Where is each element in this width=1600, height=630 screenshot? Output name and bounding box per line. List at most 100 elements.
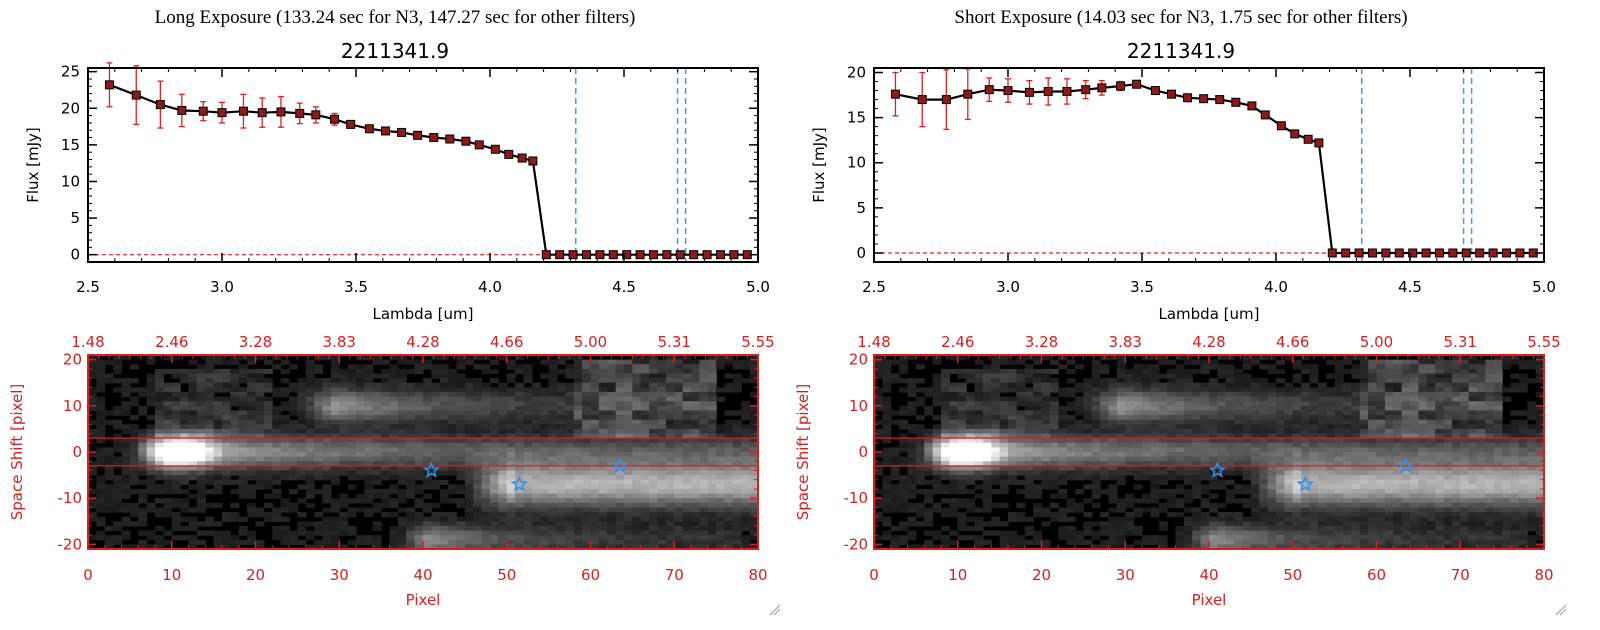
image-cell — [1167, 493, 1177, 499]
image-cell — [974, 378, 984, 384]
data-point — [1024, 87, 1034, 97]
image-cell — [1033, 502, 1043, 509]
image-cell — [129, 424, 139, 430]
image-cell — [657, 484, 667, 490]
image-cell — [941, 373, 950, 379]
image-cell — [481, 456, 491, 462]
image-cell — [272, 415, 282, 421]
image-cell — [263, 475, 273, 481]
image-cell — [1217, 424, 1227, 430]
image-cell — [573, 516, 583, 522]
image-cell — [598, 415, 608, 421]
image-cell — [1234, 512, 1244, 518]
image-cell — [1209, 516, 1218, 522]
image-cell — [1175, 428, 1185, 435]
image-cell — [682, 387, 692, 393]
image-cell — [615, 405, 625, 412]
image-cell — [565, 415, 575, 421]
image-cell — [707, 391, 717, 398]
image-cell — [882, 405, 892, 412]
image-cell — [582, 530, 592, 536]
image-cell — [255, 512, 265, 518]
image-cell — [557, 507, 566, 513]
image-cell — [716, 364, 726, 370]
image-cell — [699, 512, 709, 518]
image-cell — [146, 470, 156, 476]
image-cell — [615, 382, 625, 388]
image-cell — [540, 401, 550, 407]
x-tick-label: 3.0 — [996, 278, 1020, 296]
image-cell — [941, 405, 950, 412]
image-cell — [1008, 368, 1017, 375]
image-cell — [113, 378, 123, 384]
image-cell — [397, 387, 407, 393]
image-cell — [674, 465, 684, 472]
image-cell — [632, 535, 642, 541]
image-cell — [1142, 391, 1151, 398]
image-cell — [966, 456, 976, 462]
image-cell — [414, 465, 424, 472]
image-cell — [406, 493, 416, 499]
image-cell — [1041, 410, 1051, 416]
image-cell — [155, 461, 164, 467]
image-cell — [456, 488, 466, 495]
image-cell — [982, 391, 992, 398]
image-cell — [1066, 470, 1076, 476]
image-cell — [1225, 535, 1235, 541]
image-cell — [238, 401, 248, 407]
top-tick-label: 1.48 — [71, 333, 104, 351]
image-cell — [966, 396, 976, 402]
image-cell — [598, 359, 608, 365]
image-cell — [1108, 521, 1118, 527]
image-cell — [966, 447, 976, 453]
image-cell — [741, 544, 751, 550]
image-cell — [247, 488, 257, 495]
image-cell — [907, 493, 917, 499]
image-cell — [1217, 401, 1227, 407]
image-cell — [213, 452, 223, 458]
image-cell — [607, 465, 617, 472]
image-cell — [615, 461, 625, 467]
image-cell — [932, 535, 942, 541]
image-cell — [389, 470, 399, 476]
image-cell — [982, 424, 992, 430]
image-cell — [640, 479, 650, 485]
image-cell — [322, 415, 332, 421]
image-cell — [707, 516, 717, 522]
image-cell — [1041, 382, 1051, 388]
image-cell — [523, 447, 533, 453]
image-cell — [1049, 447, 1059, 453]
image-cell — [557, 433, 566, 439]
image-cell — [397, 516, 407, 522]
image-cell — [732, 433, 742, 439]
image-cell — [966, 516, 976, 522]
image-cell — [1125, 525, 1135, 532]
image-cell — [1133, 396, 1143, 402]
image-cell — [598, 452, 608, 458]
image-cell — [1091, 535, 1101, 541]
image-cell — [899, 442, 909, 448]
image-cell — [1091, 484, 1101, 490]
image-cell — [924, 539, 934, 545]
image-cell — [949, 539, 959, 545]
image-cell — [515, 516, 525, 522]
image-cell — [1041, 396, 1051, 402]
image-cell — [289, 465, 298, 472]
image-cell — [1049, 516, 1059, 522]
image-cell — [423, 479, 432, 485]
image-cell — [1183, 475, 1193, 481]
image-cell — [1192, 405, 1202, 412]
image-cell — [1158, 488, 1168, 495]
image-cell — [732, 502, 742, 509]
image-cell — [1125, 438, 1135, 444]
image-cell — [121, 452, 131, 458]
image-cell — [657, 530, 667, 536]
image-cell — [180, 535, 190, 541]
image-cell — [339, 424, 349, 430]
top-tick-label: 4.66 — [490, 333, 523, 351]
image-cell — [1200, 484, 1210, 490]
image-cell — [598, 405, 608, 412]
image-cell — [665, 428, 675, 435]
image-cell — [565, 452, 575, 458]
image-cell — [624, 442, 633, 448]
